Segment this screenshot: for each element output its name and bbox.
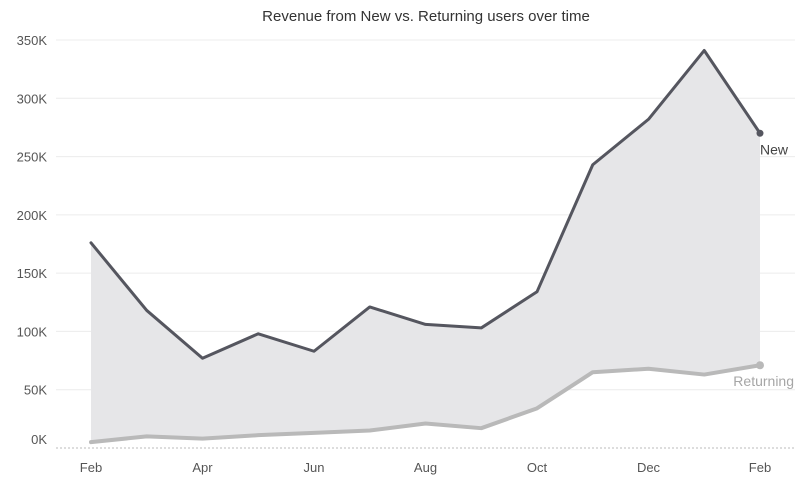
data-point-new (312, 349, 316, 353)
series-line-returning (89, 363, 762, 445)
data-point-returning (479, 426, 483, 430)
data-point-new (702, 48, 706, 52)
area-between-series (91, 50, 760, 443)
series-label-new: New (760, 141, 789, 157)
data-point-returning (758, 363, 762, 367)
y-tick-label: 100K (17, 324, 48, 339)
data-point-new (479, 326, 483, 330)
data-point-new (256, 332, 260, 336)
data-point-returning (256, 433, 260, 437)
x-axis-ticks: Feb Apr Jun Aug Oct Dec Feb (80, 460, 771, 475)
y-tick-label: 0K (31, 432, 47, 447)
data-point-returning (368, 429, 372, 433)
chart-title: Revenue from New vs. Returning users ove… (262, 8, 590, 25)
x-tick-label: Jun (304, 460, 325, 475)
series-line-new (89, 48, 762, 360)
data-point-returning (535, 406, 539, 410)
data-point-returning (201, 437, 205, 441)
data-point-returning (312, 431, 316, 435)
x-tick-label: Aug (414, 460, 437, 475)
data-point-new (591, 163, 595, 167)
y-tick-label: 300K (17, 91, 48, 106)
plot-area: New Returning (89, 48, 794, 445)
data-point-returning (591, 370, 595, 374)
y-tick-label: 50K (24, 383, 47, 398)
data-point-new (647, 117, 651, 121)
data-point-returning (89, 440, 93, 444)
series-end-point-new (756, 129, 764, 137)
y-tick-label: 150K (17, 266, 48, 281)
series-label-returning: Returning (733, 373, 794, 389)
x-tick-label: Feb (80, 460, 102, 475)
x-tick-label: Apr (192, 460, 213, 475)
data-point-returning (424, 422, 428, 426)
series-end-point-returning (756, 361, 764, 370)
data-point-new (201, 356, 205, 360)
data-point-returning (702, 373, 706, 377)
data-point-new (368, 305, 372, 309)
y-tick-label: 350K (17, 33, 48, 48)
y-tick-label: 200K (17, 208, 48, 223)
x-tick-label: Oct (527, 460, 548, 475)
data-point-new (535, 290, 539, 294)
x-tick-label: Dec (637, 460, 661, 475)
y-axis-ticks: 0K 50K 100K 150K 200K 250K 300K 350K (17, 33, 48, 447)
data-point-new (424, 322, 428, 326)
data-point-new (89, 241, 93, 245)
y-tick-label: 250K (17, 150, 48, 165)
data-point-new (758, 131, 762, 135)
data-point-new (145, 308, 149, 312)
x-tick-label: Feb (749, 460, 771, 475)
data-point-returning (145, 434, 149, 438)
data-point-returning (647, 367, 651, 371)
